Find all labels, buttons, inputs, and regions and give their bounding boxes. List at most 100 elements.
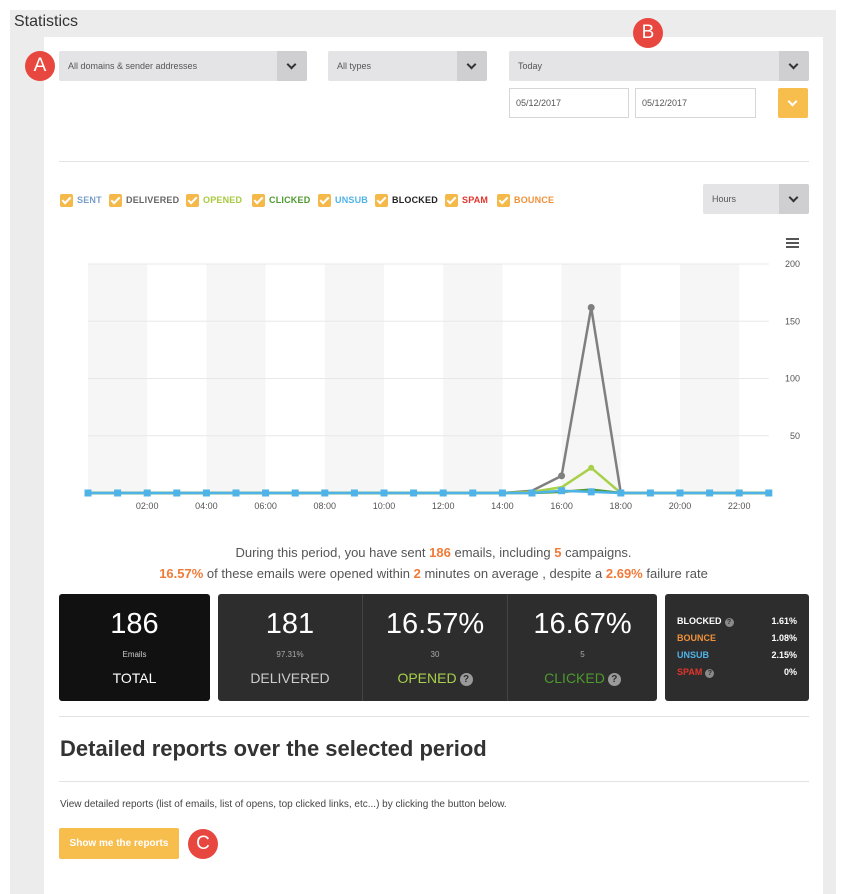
checkbox-checked-icon[interactable] [497,193,510,207]
series-point [439,489,447,497]
x-tick-label: 04:00 [195,501,218,511]
legend-item-unsub[interactable]: UNSUB [318,193,368,207]
failure-label: SPAM [677,667,703,677]
divider [362,594,363,701]
legend-item-clicked[interactable]: CLICKED [252,193,310,207]
open-minutes: 2 [413,566,421,581]
legend-item-sent[interactable]: SENT [60,193,102,207]
failure-rate: 2.69% [605,566,643,581]
series-point [735,489,743,497]
checkbox-checked-icon[interactable] [109,193,122,207]
legend-item-delivered[interactable]: DELIVERED [109,193,179,207]
period-select-toggle[interactable] [779,51,809,81]
checkbox-checked-icon[interactable] [186,193,199,207]
summary-line-2: 16.57% of these emails were opened withi… [44,566,823,581]
question-icon[interactable]: ? [724,618,734,627]
clicked-value: 16.67% [533,608,632,640]
legend-item-blocked[interactable]: BLOCKED [375,193,438,207]
clicked-stat: 16.67% 5 CLICKED? [508,594,657,701]
clicked-label: CLICKED [544,670,605,686]
type-select[interactable]: All types [328,51,487,81]
x-tick-label: 20:00 [669,501,692,511]
legend-label: SPAM [462,195,489,205]
series-point [410,489,418,497]
type-select-toggle[interactable] [457,51,487,81]
summary-text: minutes on average , despite a [424,566,603,581]
legend-label: DELIVERED [126,195,180,205]
checkbox-checked-icon[interactable] [60,193,73,207]
line-chart: 50 100 150 200 02:00 04:00 06:00 08:00 10:00 12:0… [84,259,800,511]
series-point [262,489,270,497]
x-tick-label: 14:00 [491,501,514,511]
chevron-down-icon [788,59,799,70]
failure-stat-box: BLOCKED? 1.61% BOUNCE 1.08% UNSUB 2.15% SPAM? 0… [665,594,809,701]
summary-text: During this period, you have sent [235,545,426,560]
failure-label: UNSUB [677,650,710,660]
apply-dates-button[interactable] [778,88,808,118]
summary-line-1: During this period, you have sent 186 em… [44,545,823,560]
failure-pct: 1.08% [771,633,797,643]
series-point [588,464,595,471]
checkbox-checked-icon[interactable] [318,193,331,207]
period-select[interactable]: Today [509,51,809,81]
checkbox-checked-icon[interactable] [445,193,458,207]
clicked-label-row: CLICKED? [508,670,657,686]
granularity-select-value: Hours [712,194,737,204]
checkbox-checked-icon[interactable] [375,193,388,207]
series-point [646,489,654,497]
legend-item-opened[interactable]: OPENED [186,193,242,207]
series-point [617,489,625,497]
annotation-badge-a: A [25,51,55,81]
failure-row-blocked: BLOCKED? 1.61% [677,616,797,630]
total-stat-box: 186 Emails TOTAL [59,594,210,701]
question-icon[interactable]: ? [705,669,715,678]
delivered-label: DELIVERED [250,670,330,686]
failure-pct: 1.61% [771,616,797,626]
opened-label-row: OPENED? [363,670,507,686]
reports-title: Detailed reports over the selected perio… [60,736,487,761]
domain-select-toggle[interactable] [277,51,307,81]
series-point [706,489,714,497]
divider [507,594,508,701]
failure-label: BOUNCE [677,633,717,643]
date-to-input[interactable]: 05/12/2017 [635,88,756,118]
chevron-down-icon [787,96,798,107]
delivered-value: 181 [265,608,315,640]
legend-label: SENT [77,195,102,205]
y-tick-label: 200 [785,259,800,269]
granularity-select-toggle[interactable] [779,184,809,214]
series-point [143,489,151,497]
failure-row-bounce: BOUNCE 1.08% [677,633,797,647]
failure-pct: 2.15% [771,650,797,660]
x-tick-label: 02:00 [136,501,159,511]
summary-text: emails, including [454,545,551,560]
chevron-down-icon [788,192,799,203]
failure-pct: 0% [783,667,797,677]
show-reports-button[interactable]: Show me the reports [59,828,179,859]
question-icon[interactable]: ? [459,673,473,686]
domain-select[interactable]: All domains & sender addresses [59,51,307,81]
series-line-1 [88,466,769,495]
date-from-input[interactable]: 05/12/2017 [509,88,629,118]
clicked-sub: 5 [580,650,585,659]
checkbox-checked-icon[interactable] [252,193,265,207]
series-point [202,489,210,497]
type-select-value: All types [337,61,372,71]
legend-item-bounce[interactable]: BOUNCE [497,193,554,207]
x-tick-label: 16:00 [550,501,573,511]
total-sub: Emails [122,650,147,659]
series-point [765,489,773,497]
x-tick-label: 22:00 [728,501,751,511]
series-line-0 [88,306,769,495]
domain-select-value: All domains & sender addresses [68,61,198,71]
question-icon[interactable]: ? [607,673,621,686]
granularity-select[interactable]: Hours [703,184,809,214]
series-point [321,489,329,497]
campaign-count: 5 [554,545,562,560]
opened-value: 16.57% [385,608,485,640]
hamburger-icon[interactable] [786,238,799,248]
legend-label: BOUNCE [514,195,555,205]
legend-item-spam[interactable]: SPAM [445,193,488,207]
series-point [498,489,506,497]
legend-label: UNSUB [335,195,369,205]
